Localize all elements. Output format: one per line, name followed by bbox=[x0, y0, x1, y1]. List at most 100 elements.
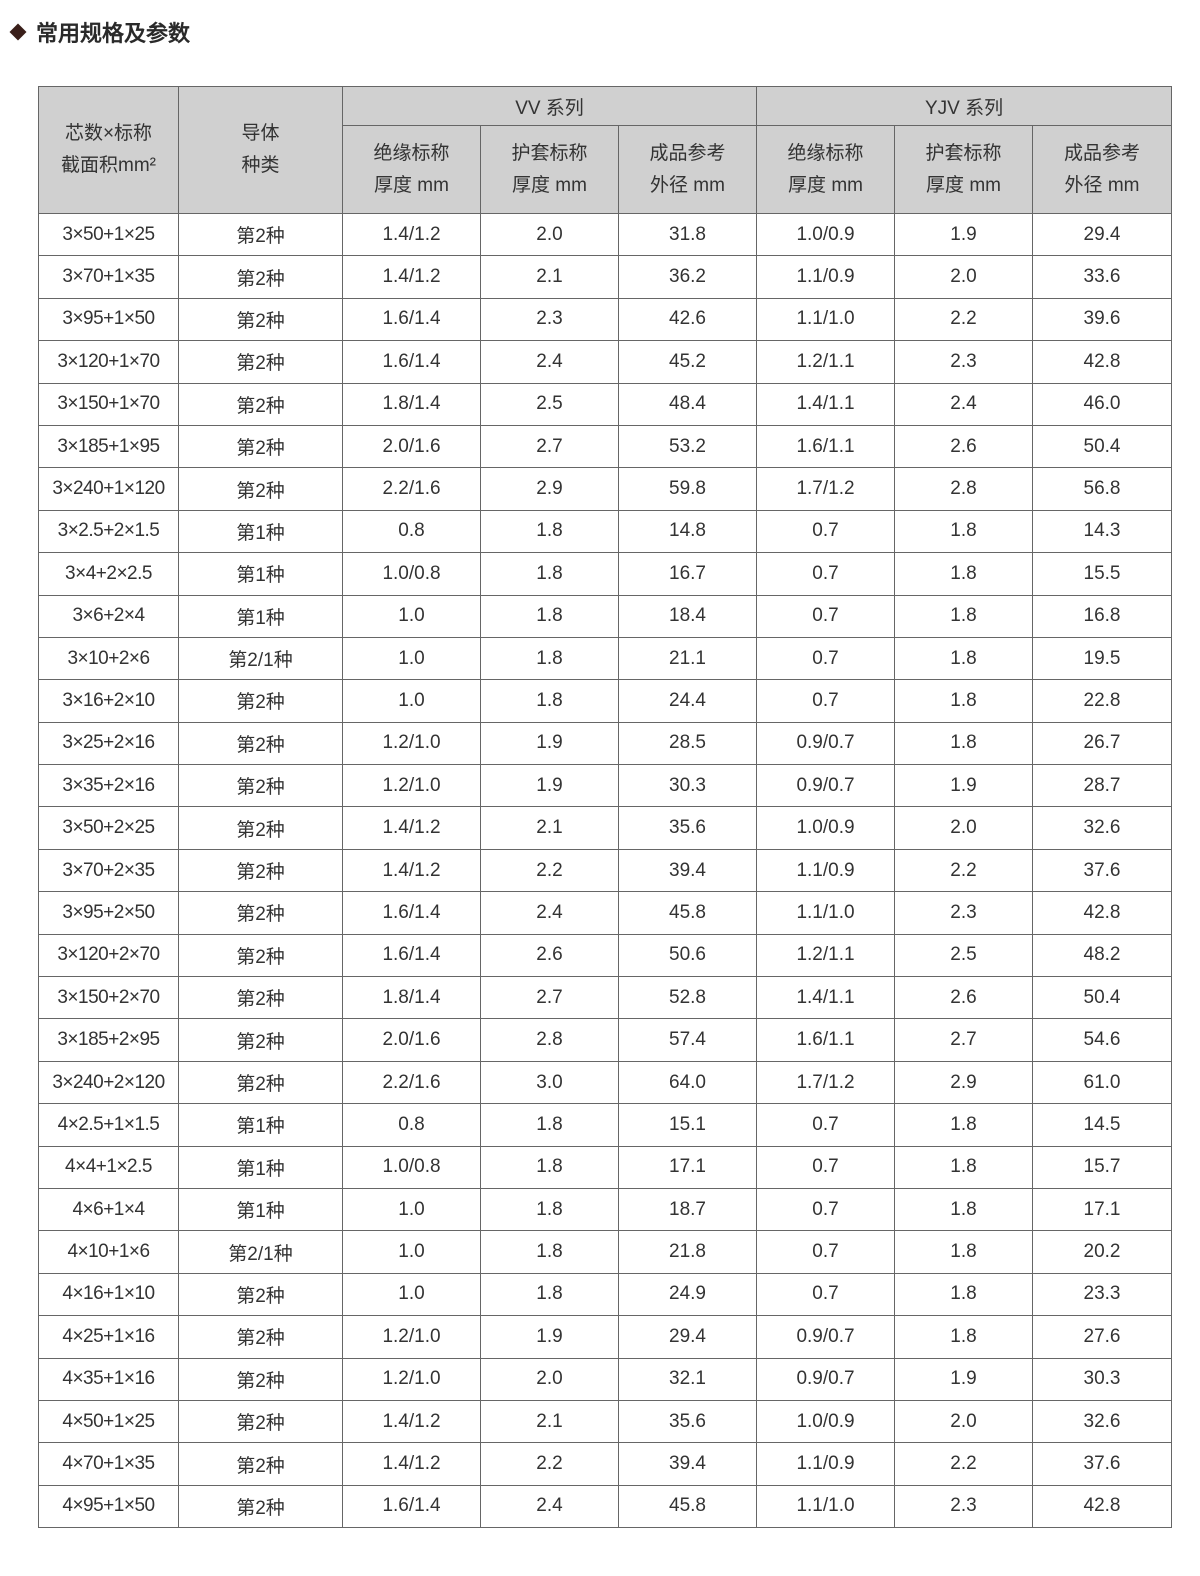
table-cell: 21.1 bbox=[617, 636, 758, 681]
table-cell: 2.6 bbox=[480, 933, 619, 978]
table-cell: 48.4 bbox=[617, 382, 758, 426]
table-row: 3×185+2×95 第2种 2.0/1.6 2.8 57.4 1.6/1.1 2.7 54.… bbox=[38, 1018, 1173, 1062]
table-cell: 1.9 bbox=[480, 764, 619, 808]
table-cell: 第2种 bbox=[178, 1484, 343, 1529]
table-cell: 第2种 bbox=[178, 340, 343, 384]
table-cell: 45.8 bbox=[617, 891, 758, 935]
table-cell: 2.1 bbox=[480, 255, 619, 299]
table-row: 3×4+2×2.5 第1种 1.0/0.8 1.8 16.7 0.7 1.8 15.5 bbox=[38, 552, 1173, 596]
table-cell: 1.1/0.9 bbox=[756, 848, 896, 893]
table-cell: 18.7 bbox=[617, 1187, 758, 1232]
table-cell: 3×240+2×120 bbox=[38, 1060, 179, 1105]
table-cell: 4×10+1×6 bbox=[38, 1230, 179, 1274]
header-vv-series: VV 系列 bbox=[341, 86, 758, 126]
table-row: 3×185+1×95 第2种 2.0/1.6 2.7 53.2 1.6/1.1 2.6 50.… bbox=[38, 424, 1173, 469]
header-yjv-series: YJV 系列 bbox=[756, 86, 1173, 126]
table-cell: 第2种 bbox=[178, 848, 343, 893]
table-row: 4×50+1×25 第2种 1.4/1.2 2.1 35.6 1.0/0.9 2.0 32.6 bbox=[38, 1399, 1173, 1444]
header-line: 芯数×标称 bbox=[64, 123, 153, 144]
table-cell: 3×70+1×35 bbox=[38, 255, 179, 299]
table-cell: 46.0 bbox=[1032, 382, 1173, 426]
table-cell: 第2/1种 bbox=[178, 636, 343, 681]
table-row: 3×16+2×10 第2种 1.0 1.8 24.4 0.7 1.8 22.8 bbox=[38, 679, 1173, 723]
table-cell: 3×35+2×16 bbox=[38, 764, 179, 808]
table-cell: 36.2 bbox=[617, 255, 758, 299]
table-cell: 1.2/1.0 bbox=[342, 1315, 481, 1359]
table-cell: 2.0 bbox=[894, 255, 1034, 299]
table-cell: 16.7 bbox=[617, 552, 758, 596]
table-cell: 19.5 bbox=[1032, 636, 1173, 681]
table-cell: 1.8 bbox=[894, 721, 1034, 766]
table-cell: 20.2 bbox=[1032, 1230, 1173, 1274]
header-line: 护套标称 bbox=[925, 142, 1002, 164]
table-cell: 1.8 bbox=[894, 1272, 1034, 1317]
table-cell: 30.3 bbox=[1032, 1357, 1173, 1401]
table-row: 4×10+1×6 第2/1种 1.0 1.8 21.8 0.7 1.8 20.2 bbox=[38, 1230, 1173, 1274]
table-cell: 3×50+2×25 bbox=[38, 806, 179, 850]
table-cell: 2.6 bbox=[894, 976, 1034, 1020]
table-cell: 1.8/1.4 bbox=[342, 976, 481, 1020]
table-cell: 第1种 bbox=[178, 509, 343, 554]
table-cell: 第2种 bbox=[178, 382, 343, 426]
table-cell: 1.1/1.0 bbox=[756, 1484, 896, 1529]
table-cell: 1.8 bbox=[480, 552, 619, 596]
table-cell: 1.2/1.0 bbox=[342, 721, 481, 766]
subheader: 成品参考 外径 mm bbox=[617, 125, 758, 214]
table-cell: 35.6 bbox=[617, 806, 758, 850]
table-cell: 0.7 bbox=[756, 1103, 896, 1147]
table-cell: 1.9 bbox=[894, 212, 1034, 257]
table-cell: 1.6/1.1 bbox=[756, 424, 896, 469]
table-cell: 1.1/1.0 bbox=[756, 891, 896, 935]
table-cell: 4×16+1×10 bbox=[38, 1272, 179, 1317]
table-cell: 2.2 bbox=[480, 848, 619, 893]
table-cell: 3×16+2×10 bbox=[38, 679, 179, 723]
table-cell: 32.6 bbox=[1032, 806, 1173, 850]
table-cell: 0.7 bbox=[756, 552, 896, 596]
table-cell: 3×240+1×120 bbox=[38, 467, 179, 511]
table-cell: 1.8 bbox=[894, 1145, 1034, 1189]
table-cell: 2.9 bbox=[480, 467, 619, 511]
table-row: 3×95+2×50 第2种 1.6/1.4 2.4 45.8 1.1/1.0 2.3 42.8 bbox=[38, 891, 1173, 935]
table-cell: 14.3 bbox=[1032, 509, 1173, 554]
table-cell: 3.0 bbox=[480, 1060, 619, 1105]
header-line: 厚度 mm bbox=[374, 174, 449, 196]
table-cell: 15.5 bbox=[1032, 552, 1173, 596]
table-row: 3×35+2×16 第2种 1.2/1.0 1.9 30.3 0.9/0.7 1.9 28.7 bbox=[38, 764, 1173, 808]
table-cell: 0.8 bbox=[342, 509, 481, 554]
table-cell: 1.6/1.4 bbox=[342, 340, 481, 384]
table-cell: 3×120+2×70 bbox=[38, 933, 179, 978]
table-cell: 2.2/1.6 bbox=[342, 467, 481, 511]
table-cell: 14.8 bbox=[617, 509, 758, 554]
table-cell: 1.4/1.1 bbox=[756, 976, 896, 1020]
table-cell: 1.4/1.2 bbox=[342, 1399, 481, 1444]
table-cell: 第2种 bbox=[178, 297, 343, 342]
table-cell: 2.3 bbox=[480, 297, 619, 342]
table-cell: 2.3 bbox=[894, 340, 1034, 384]
table-row: 3×120+1×70 第2种 1.6/1.4 2.4 45.2 1.2/1.1 2.3 42.… bbox=[38, 340, 1173, 384]
table-cell: 2.2 bbox=[480, 1442, 619, 1486]
table-cell: 1.8 bbox=[480, 1272, 619, 1317]
table-cell: 1.8 bbox=[480, 509, 619, 554]
table-cell: 0.7 bbox=[756, 1145, 896, 1189]
table-cell: 2.3 bbox=[894, 1484, 1034, 1529]
table-cell: 1.0/0.9 bbox=[756, 212, 896, 257]
table-row: 3×95+1×50 第2种 1.6/1.4 2.3 42.6 1.1/1.0 2.2 39.6 bbox=[38, 297, 1173, 342]
table-cell: 4×4+1×2.5 bbox=[38, 1145, 179, 1189]
table-row: 4×35+1×16 第2种 1.2/1.0 2.0 32.1 0.9/0.7 1.9 30.3 bbox=[38, 1357, 1173, 1401]
table-cell: 第1种 bbox=[178, 1187, 343, 1232]
table-cell: 1.8 bbox=[480, 636, 619, 681]
subheader: 绝缘标称 厚度 mm bbox=[756, 125, 896, 214]
table-cell: 1.0/0.8 bbox=[342, 1145, 481, 1189]
diamond-bullet-icon bbox=[9, 23, 27, 41]
table-cell: 3×120+1×70 bbox=[38, 340, 179, 384]
section-title: 常用规格及参数 bbox=[8, 16, 190, 48]
table-cell: 1.1/0.9 bbox=[756, 255, 896, 299]
table-cell: 53.2 bbox=[617, 424, 758, 469]
table-cell: 第2种 bbox=[178, 764, 343, 808]
header-spec: 芯数×标称 截面积mm² bbox=[38, 86, 179, 214]
table-cell: 0.8 bbox=[342, 1103, 481, 1147]
table-cell: 45.8 bbox=[617, 1484, 758, 1529]
table-cell: 2.7 bbox=[894, 1018, 1034, 1062]
subheader: 护套标称 厚度 mm bbox=[894, 125, 1034, 214]
table-cell: 1.4/1.2 bbox=[342, 848, 481, 893]
